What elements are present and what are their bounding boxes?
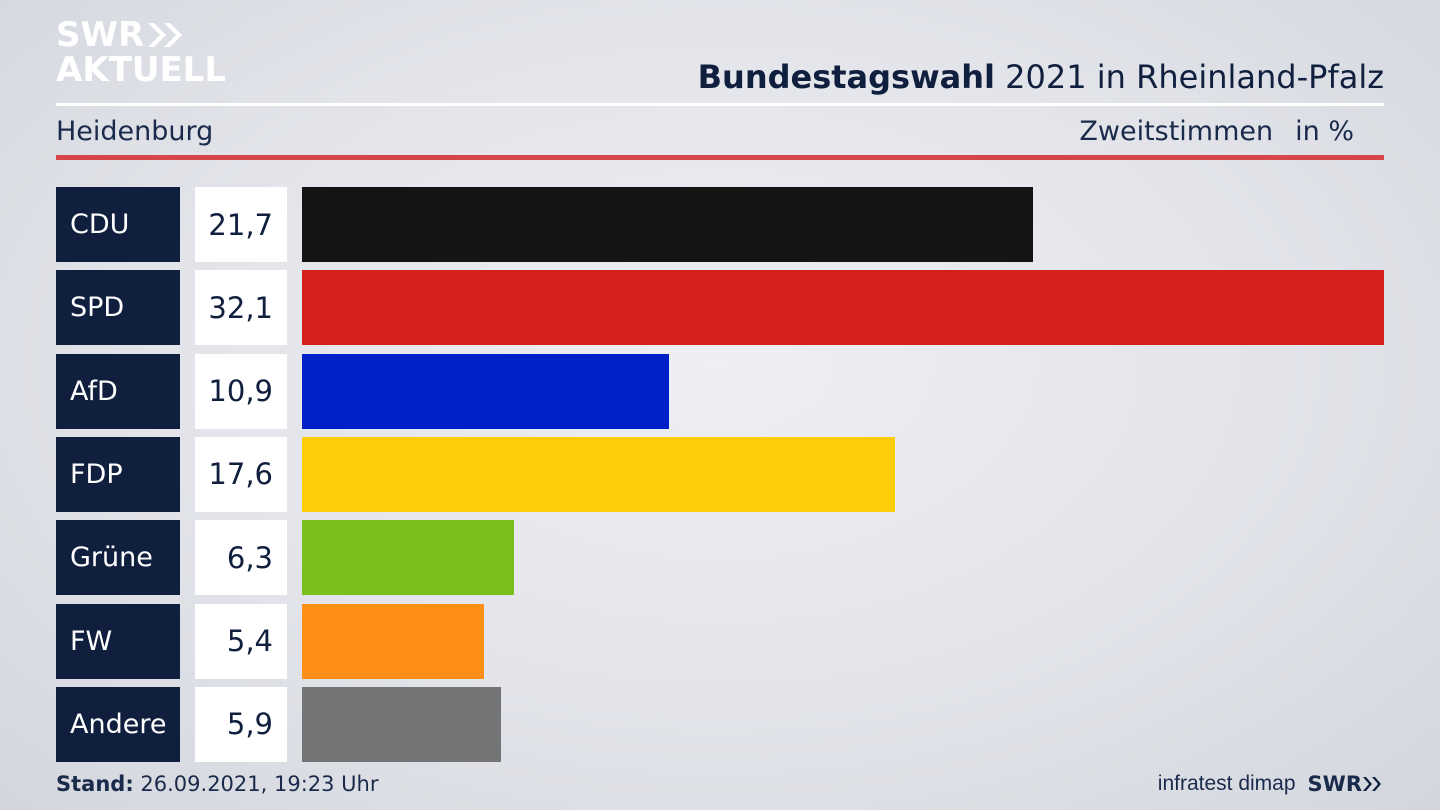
stand-label: Stand: [56, 772, 134, 796]
value-label: 17,6 [195, 436, 287, 512]
timestamp: Stand: 26.09.2021, 19:23 Uhr [56, 772, 379, 796]
bar-row: AfD 10,9 [56, 353, 1384, 429]
footer-source: infratest dimap SWR [1158, 772, 1384, 796]
measure-label: Zweitstimmen in % [1079, 116, 1354, 147]
bar [302, 686, 501, 762]
bar-row: CDU 21,7 [56, 187, 1384, 262]
location-label: Heidenburg [56, 116, 214, 147]
value-label: 5,9 [195, 686, 287, 762]
bar [302, 603, 485, 679]
party-label: FW [56, 603, 180, 679]
value-label: 5,4 [195, 603, 287, 679]
bar [302, 520, 515, 596]
measure-text: Zweitstimmen [1079, 116, 1274, 147]
bar [302, 353, 670, 429]
title-bold: Bundestagswahl [697, 58, 995, 96]
bar-row: FW 5,4 [56, 603, 1384, 679]
title-divider [56, 103, 1384, 106]
bar-row: Andere 5,9 [56, 686, 1384, 762]
logo-line1: SWR [56, 15, 145, 55]
party-label: Grüne [56, 520, 180, 596]
unit-text: in % [1295, 116, 1354, 147]
bar [302, 436, 896, 512]
source-label: infratest dimap [1157, 772, 1296, 795]
value-label: 6,3 [195, 520, 287, 596]
footer-chevrons-icon [1363, 777, 1381, 791]
chart-title: Bundestagswahl 2021 in Rheinland-Pfalz [698, 58, 1384, 96]
party-label: SPD [56, 270, 180, 346]
subtitle-divider [56, 155, 1384, 160]
bar [302, 187, 1034, 262]
footer-brand: SWR [1307, 772, 1362, 796]
stand-value: 26.09.2021, 19:23 Uhr [133, 772, 379, 796]
value-label: 32,1 [195, 270, 287, 346]
footer-swr-logo: SWR [1308, 772, 1384, 796]
party-label: Andere [56, 686, 180, 762]
bar-row: SPD 32,1 [56, 270, 1384, 346]
value-label: 21,7 [195, 187, 287, 262]
chevrons-icon [148, 23, 183, 47]
bar-row: Grüne 6,3 [56, 520, 1384, 596]
bar-row: FDP 17,6 [56, 436, 1384, 512]
swr-aktuell-logo: SWR AKTUELL [56, 18, 226, 87]
title-rest: 2021 in Rheinland-Pfalz [995, 58, 1384, 96]
party-label: AfD [56, 353, 180, 429]
party-label: FDP [56, 436, 180, 512]
value-label: 10,9 [195, 353, 287, 429]
party-label: CDU [56, 187, 180, 262]
bar [302, 270, 1384, 346]
logo-line2: AKTUELL [56, 50, 227, 90]
